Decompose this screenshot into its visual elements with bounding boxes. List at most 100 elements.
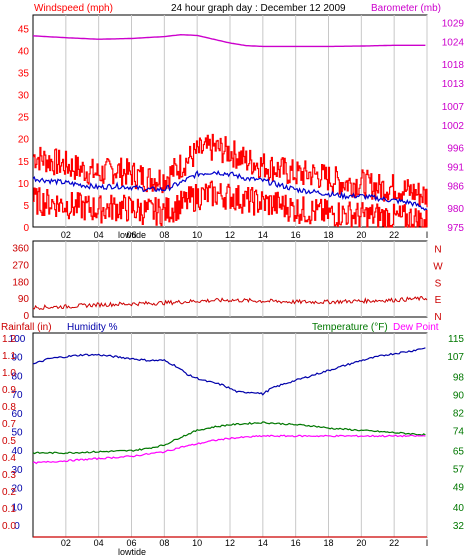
temperature-series-line (32, 421, 426, 455)
x-tick-label: 10 (192, 538, 202, 548)
barometer-tick-label: 1018 (442, 60, 465, 71)
lowtide-annotation-top: lowtide (118, 230, 146, 240)
rainfall-tick-label: 0.5 (2, 436, 16, 447)
humidity-series-line (32, 347, 426, 396)
temperature-tick-label: 90 (453, 390, 465, 401)
windspeed-tick-label: 45 (18, 24, 30, 35)
rainfall-tick-label: 0.2 (2, 487, 16, 498)
x-axis-labels-top: 02 04 06 08 10 12 14 16 18 20 22 I (61, 230, 428, 240)
rainfall-tick-label: 1.2 (2, 334, 16, 345)
rainfall-tick-label: 0.7 (2, 419, 16, 430)
temperature-tick-label: 65 (453, 447, 465, 458)
x-tick-label: 20 (356, 230, 366, 240)
temperature-axis-title: Temperature (°F) (312, 322, 388, 333)
compass-label: N (434, 245, 441, 256)
direction-series-line (32, 296, 428, 311)
x-tick-label: 06 (126, 538, 136, 548)
windspeed-tick-label: 20 (18, 135, 30, 146)
x-tick-label: 10 (192, 230, 202, 240)
barometer-tick-label: 975 (447, 223, 464, 234)
temperature-tick-label: 115 (448, 334, 464, 345)
barometer-tick-label: 991 (447, 162, 464, 173)
temperature-tick-label: 49 (453, 483, 465, 494)
x-tick-label: 22 (389, 538, 399, 548)
average-series-line (32, 169, 428, 211)
temperature-tick-label: 107 (447, 352, 464, 363)
barometer-tick-label: 1007 (442, 102, 465, 113)
rainfall-tick-label: 0.4 (2, 453, 16, 464)
rainfall-tick-label: 0.0 (2, 521, 16, 532)
x-tick-label: 20 (356, 538, 366, 548)
humidity-tick-label: 100 (9, 334, 26, 345)
compass-label: S (435, 278, 442, 289)
lowtide-annotation-bottom: lowtide (118, 547, 146, 557)
barometer-series-line (32, 33, 426, 48)
compass-label: E (435, 295, 442, 306)
barometer-tick-label: 986 (447, 181, 464, 192)
windspeed-tick-label: 0 (23, 223, 29, 234)
humidity-tick-label: 30 (11, 465, 23, 476)
x-tick-label: 16 (291, 538, 301, 548)
chart-layer: 0510152025303540459759809869919961002100… (2, 15, 465, 538)
dewpoint-series-line (32, 434, 426, 465)
x-tick-label: 18 (323, 230, 333, 240)
x-tick-label: 04 (94, 538, 104, 548)
x-tick-label: 14 (258, 538, 268, 548)
barometer-tick-label: 980 (447, 204, 464, 215)
x-tick-label: 04 (94, 230, 104, 240)
x-tick-label: 12 (225, 230, 235, 240)
humidity-tick-label: 70 (11, 390, 23, 401)
windspeed-tick-label: 15 (18, 157, 30, 168)
temperature-tick-label: 74 (453, 426, 465, 437)
rainfall-tick-label: 1.0 (2, 368, 16, 379)
humidity-tick-label: 10 (11, 502, 23, 513)
windspeed-series-line (33, 180, 428, 228)
barometer-tick-label: 996 (447, 144, 464, 155)
temperature-tick-label: 98 (453, 372, 465, 383)
x-tick-label: 02 (61, 230, 71, 240)
direction-tick-label: 270 (12, 261, 29, 272)
x-axis-labels-bottom: 02 04 06 08 10 12 14 16 18 20 22 I (61, 538, 428, 548)
barometer-tick-label: 1013 (442, 79, 465, 90)
x-tick-label: 06 (126, 230, 136, 240)
humidity-tick-label: 20 (11, 484, 23, 495)
windspeed-tick-label: 35 (18, 68, 30, 79)
rainfall-tick-label: 1.1 (2, 351, 16, 362)
direction-tick-label: 360 (12, 244, 29, 255)
temperature-tick-label: 32 (453, 521, 465, 532)
x-tick-label: 18 (323, 538, 333, 548)
humidity-axis-title: Humidity % (67, 322, 118, 333)
rainfall-tick-label: 0.8 (2, 402, 16, 413)
windspeed-tick-label: 40 (18, 46, 30, 57)
barometer-tick-label: 1002 (442, 121, 465, 132)
windspeed-tick-label: 25 (18, 113, 30, 124)
compass-label: N (434, 312, 441, 323)
humidity-tick-label: 40 (11, 446, 23, 457)
temperature-tick-label: 57 (453, 465, 465, 476)
graph-title: 24 hour graph day : December 12 2009 (171, 3, 346, 14)
windspeed-axis-title: Windspeed (mph) (34, 3, 113, 14)
gust-series-line (33, 133, 428, 208)
x-tick-label: 14 (258, 230, 268, 240)
windspeed-tick-label: 10 (18, 179, 30, 190)
x-tick-label: 22 (389, 230, 399, 240)
compass-label: W (433, 262, 443, 273)
x-tick-label: 08 (159, 230, 169, 240)
barometer-tick-label: 1024 (442, 38, 465, 49)
x-tick-label: 16 (291, 230, 301, 240)
barometer-tick-label: 1029 (442, 19, 465, 30)
barometer-axis-title: Barometer (mb) (371, 3, 441, 14)
windspeed-tick-label: 5 (23, 201, 29, 212)
humidity-tick-label: 80 (11, 371, 23, 382)
windspeed-tick-label: 30 (18, 91, 30, 102)
humidity-tick-label: 0 (14, 521, 20, 532)
x-tick-label: I (426, 230, 429, 240)
rainfall-axis-title: Rainfall (in) (1, 322, 52, 333)
direction-tick-label: 0 (23, 311, 29, 322)
x-tick-label: 02 (61, 538, 71, 548)
humidity-tick-label: 90 (11, 353, 23, 364)
temperature-tick-label: 82 (453, 408, 465, 419)
temperature-tick-label: 40 (453, 503, 465, 514)
humidity-tick-label: 60 (11, 409, 23, 420)
